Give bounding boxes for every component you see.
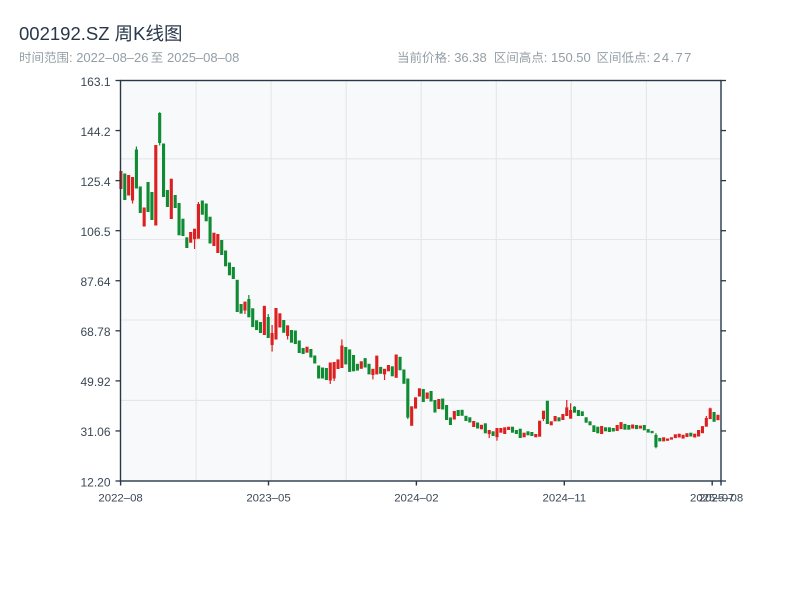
svg-text::: : <box>447 50 451 65</box>
svg-text:150.50: 150.50 <box>551 50 591 65</box>
svg-text:144.2: 144.2 <box>80 125 110 139</box>
svg-text::: : <box>544 50 548 65</box>
svg-text::: : <box>647 50 651 65</box>
svg-text:002192.SZ: 002192.SZ <box>19 23 110 44</box>
svg-text:68.78: 68.78 <box>80 325 110 339</box>
svg-text:2024–11: 2024–11 <box>543 493 587 505</box>
svg-text:24.77: 24.77 <box>653 50 693 65</box>
svg-text:2023–05: 2023–05 <box>246 493 290 505</box>
svg-text:163.1: 163.1 <box>80 75 110 89</box>
svg-text:31.06: 31.06 <box>80 425 110 439</box>
svg-text:106.5: 106.5 <box>80 225 110 239</box>
svg-text:2022–08–26: 2022–08–26 <box>76 50 148 65</box>
svg-text:2025–08: 2025–08 <box>699 493 743 505</box>
svg-text:125.4: 125.4 <box>80 175 110 189</box>
svg-text::: : <box>69 50 73 65</box>
svg-text:K: K <box>133 23 146 44</box>
svg-text:49.92: 49.92 <box>80 375 110 389</box>
svg-text:2025–08–08: 2025–08–08 <box>167 50 239 65</box>
svg-text:2025–07: 2025–07 <box>690 493 734 505</box>
svg-text:2022–08: 2022–08 <box>98 493 142 505</box>
svg-text:87.64: 87.64 <box>80 275 110 289</box>
svg-text:36.38: 36.38 <box>454 50 487 65</box>
svg-text:2024–02: 2024–02 <box>394 493 438 505</box>
svg-text:12.20: 12.20 <box>80 475 110 489</box>
